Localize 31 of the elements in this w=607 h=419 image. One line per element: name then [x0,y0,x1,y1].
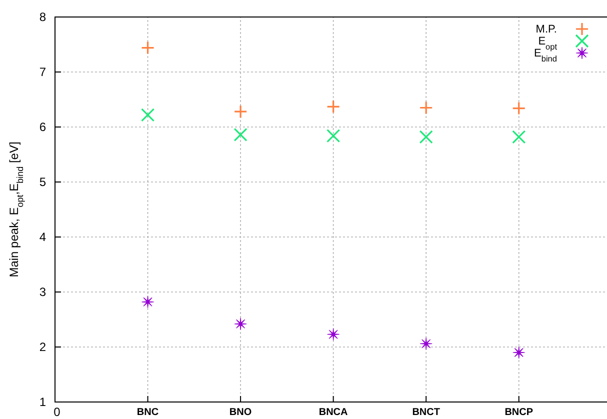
y-tick-label: 2 [39,340,46,354]
point [234,104,248,118]
y-tick-label: 8 [39,10,46,24]
text: 0 [54,405,61,419]
x-tick-label: BNO [229,407,252,418]
point [326,129,340,143]
point [141,296,154,308]
point [512,346,526,359]
point [419,130,433,144]
x-tick-label: BNCA [318,407,348,418]
x-tick-label: BNC [136,407,159,418]
y-tick-label: 7 [39,65,46,80]
point [512,102,526,116]
x-tick-label: BNCT [412,407,440,418]
y-tick-label: 5 [39,175,46,190]
point [140,108,155,122]
point [327,328,340,341]
legend-label: M.P. [536,23,557,36]
point [419,100,433,115]
x-tick-label: BNCP [504,407,534,418]
legend-label: E$_{opt}$ [538,35,558,51]
y-tick-label: 3 [39,285,46,300]
point [140,41,155,55]
point [420,337,432,350]
point [326,100,340,114]
point [234,318,247,330]
y-tick-label: 4 [39,230,46,244]
point [234,128,248,142]
y-tick-label: 1 [39,395,46,410]
y-tick-label: 6 [39,120,46,134]
point [512,130,526,144]
